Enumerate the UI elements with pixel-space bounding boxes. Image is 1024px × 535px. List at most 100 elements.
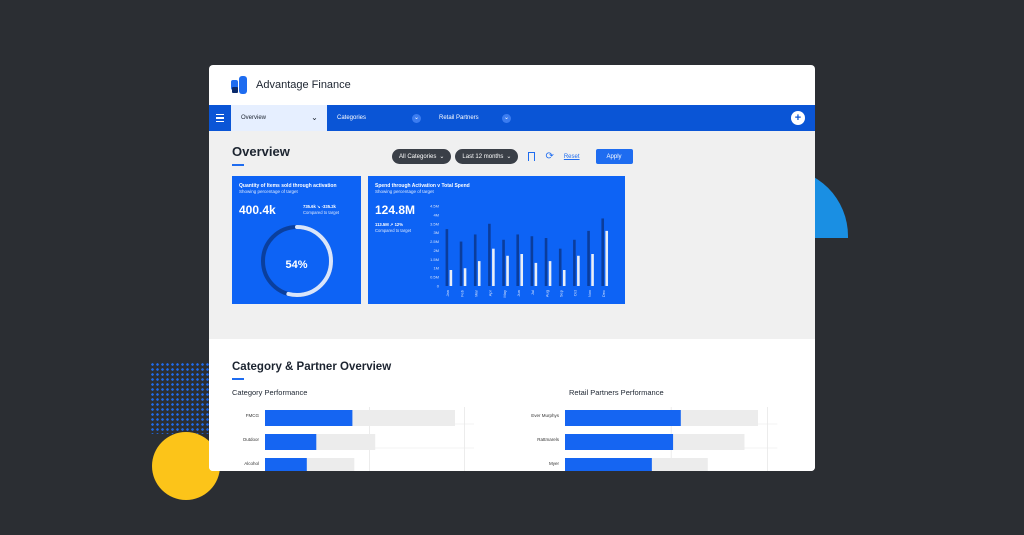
comparison-value: 113.5M ↗ 12%	[375, 222, 403, 227]
bar	[605, 230, 609, 286]
actual-bar	[265, 410, 353, 426]
bar	[492, 248, 495, 286]
bar	[577, 255, 580, 286]
section-title: Category & Partner Overview	[232, 361, 392, 373]
category-label: Alcohol	[244, 461, 259, 466]
x-tick-label: Feb	[459, 289, 464, 297]
x-tick-label: Sep	[558, 289, 563, 297]
comparison-label: Compared to target	[303, 210, 340, 215]
retail-performance-chart: Ever Murphys Rattmarels Myer	[531, 407, 778, 471]
progress-donut	[261, 225, 333, 297]
x-tick-label: Oct	[573, 289, 578, 296]
card-comparison: 113.5M ↗ 12% Compared to target	[375, 222, 411, 234]
card-value: 400.4k	[239, 203, 276, 217]
reset-link[interactable]: Reset	[563, 153, 580, 160]
x-tick-label: Dec	[601, 290, 606, 297]
nav-overview-label: Overview	[241, 115, 267, 121]
y-tick-label: 3.5M	[430, 221, 439, 226]
category-label: Outdoor	[243, 437, 260, 442]
bar	[449, 270, 453, 286]
actual-bar	[265, 434, 317, 450]
bar	[548, 261, 552, 286]
bar	[445, 229, 449, 286]
nav-retail-partners-select[interactable]: Retail Partners ⌄	[429, 105, 519, 131]
nav-retail-partners-label: Retail Partners	[439, 115, 479, 121]
actual-bar	[565, 458, 652, 471]
bar	[459, 241, 463, 286]
x-tick-label: Aug	[544, 290, 549, 297]
bar	[534, 262, 538, 286]
comparison-value: 735.6k ↘ -335.2k	[303, 204, 336, 209]
decorative-dot-grid	[150, 362, 220, 434]
card-title: Quantity of Items sold through activatio…	[239, 183, 337, 189]
add-button[interactable]: +	[791, 111, 805, 125]
y-tick-label: 2.5M	[430, 239, 439, 244]
actual-bar	[565, 434, 674, 450]
y-tick-label: 0.5M	[430, 275, 439, 280]
chevron-down-icon: ⌄	[506, 154, 512, 160]
app-title: Advantage Finance	[256, 79, 351, 91]
period-filter-label: Last 12 months	[462, 153, 504, 160]
overview-title: Overview	[232, 144, 290, 159]
actual-bar	[265, 458, 307, 471]
category-label: Rattmarels	[537, 437, 560, 442]
x-tick-label: Jul	[530, 290, 535, 295]
title-underline	[232, 164, 244, 166]
spend-bar-chart: 4.5M 4M 3.5M 3M 2.5M 2M 1.5M 1M 0.5M 0 Jan Feb Mar Ap…	[430, 204, 609, 298]
x-tick-label: Apr	[488, 289, 493, 296]
category-performance-title: Category Performance	[232, 388, 308, 397]
card-subtitle: Showing percentage of target	[239, 189, 298, 194]
y-tick-label: 4M	[433, 212, 439, 217]
chevron-down-icon: ⌄	[502, 113, 511, 123]
bar	[573, 239, 576, 286]
category-label: Ever Murphys	[531, 413, 560, 418]
refresh-icon[interactable]: ⟳	[545, 150, 554, 162]
bar	[591, 254, 594, 286]
period-filter-dropdown[interactable]: Last 12 months ⌄	[455, 149, 519, 164]
nav-categories-select[interactable]: Categories ⌄	[327, 105, 429, 131]
y-tick-label: 1M	[433, 266, 439, 271]
apply-button[interactable]: Apply	[595, 149, 633, 164]
bar	[558, 248, 562, 286]
chevron-down-icon: ⌄	[439, 154, 445, 160]
category-label: FMCG	[246, 413, 260, 418]
bar	[473, 234, 477, 286]
card-subtitle: Showing percentage of target	[375, 189, 434, 194]
hamburger-menu-icon[interactable]	[209, 105, 231, 131]
nav-overview-select[interactable]: Overview ⌄	[231, 105, 327, 131]
percent-label: 54%	[285, 259, 308, 271]
comparison-label: Compared to target	[375, 228, 412, 233]
bar	[502, 239, 505, 286]
overview-section: Overview All Categories ⌄ Last 12 months…	[209, 131, 815, 339]
bar	[530, 236, 534, 286]
bar	[488, 223, 491, 286]
y-tick-label: 3M	[433, 230, 439, 235]
top-navbar: Overview ⌄ Categories ⌄ Retail Partners …	[209, 105, 815, 131]
y-tick-label: 4.5M	[430, 204, 439, 209]
y-tick-label: 0	[437, 284, 440, 289]
y-tick-label: 2M	[433, 248, 439, 253]
bar	[544, 238, 548, 286]
donut-progress-arc	[261, 225, 333, 297]
title-underline	[232, 378, 244, 380]
category-filter-dropdown[interactable]: All Categories ⌄	[392, 149, 452, 164]
card-title: Spend through Activation v Total Spend	[375, 183, 470, 189]
x-tick-label: Mar	[473, 289, 478, 297]
bookmark-icon[interactable]	[528, 152, 536, 161]
card-value: 124.8M	[375, 203, 416, 217]
bar	[601, 218, 605, 286]
bar	[463, 268, 467, 286]
x-tick-label: Jan	[445, 290, 450, 296]
advantage-logo-icon	[231, 76, 249, 94]
items-sold-card: Quantity of Items sold through activatio…	[232, 176, 361, 304]
category-filter-label: All Categories	[399, 153, 437, 160]
retail-partners-performance-title: Retail Partners Performance	[569, 388, 664, 397]
bar	[562, 270, 566, 286]
category-partner-section: Category & Partner Overview Category Per…	[209, 339, 815, 471]
app-window: Advantage Finance Overview ⌄ Categories …	[209, 65, 815, 471]
card-comparison: 735.6k ↘ -335.2k Compared to target	[303, 204, 339, 216]
nav-categories-label: Categories	[337, 115, 367, 121]
category-label: Myer	[549, 461, 560, 466]
bar	[520, 254, 524, 286]
decorative-yellow-circle	[152, 432, 220, 500]
